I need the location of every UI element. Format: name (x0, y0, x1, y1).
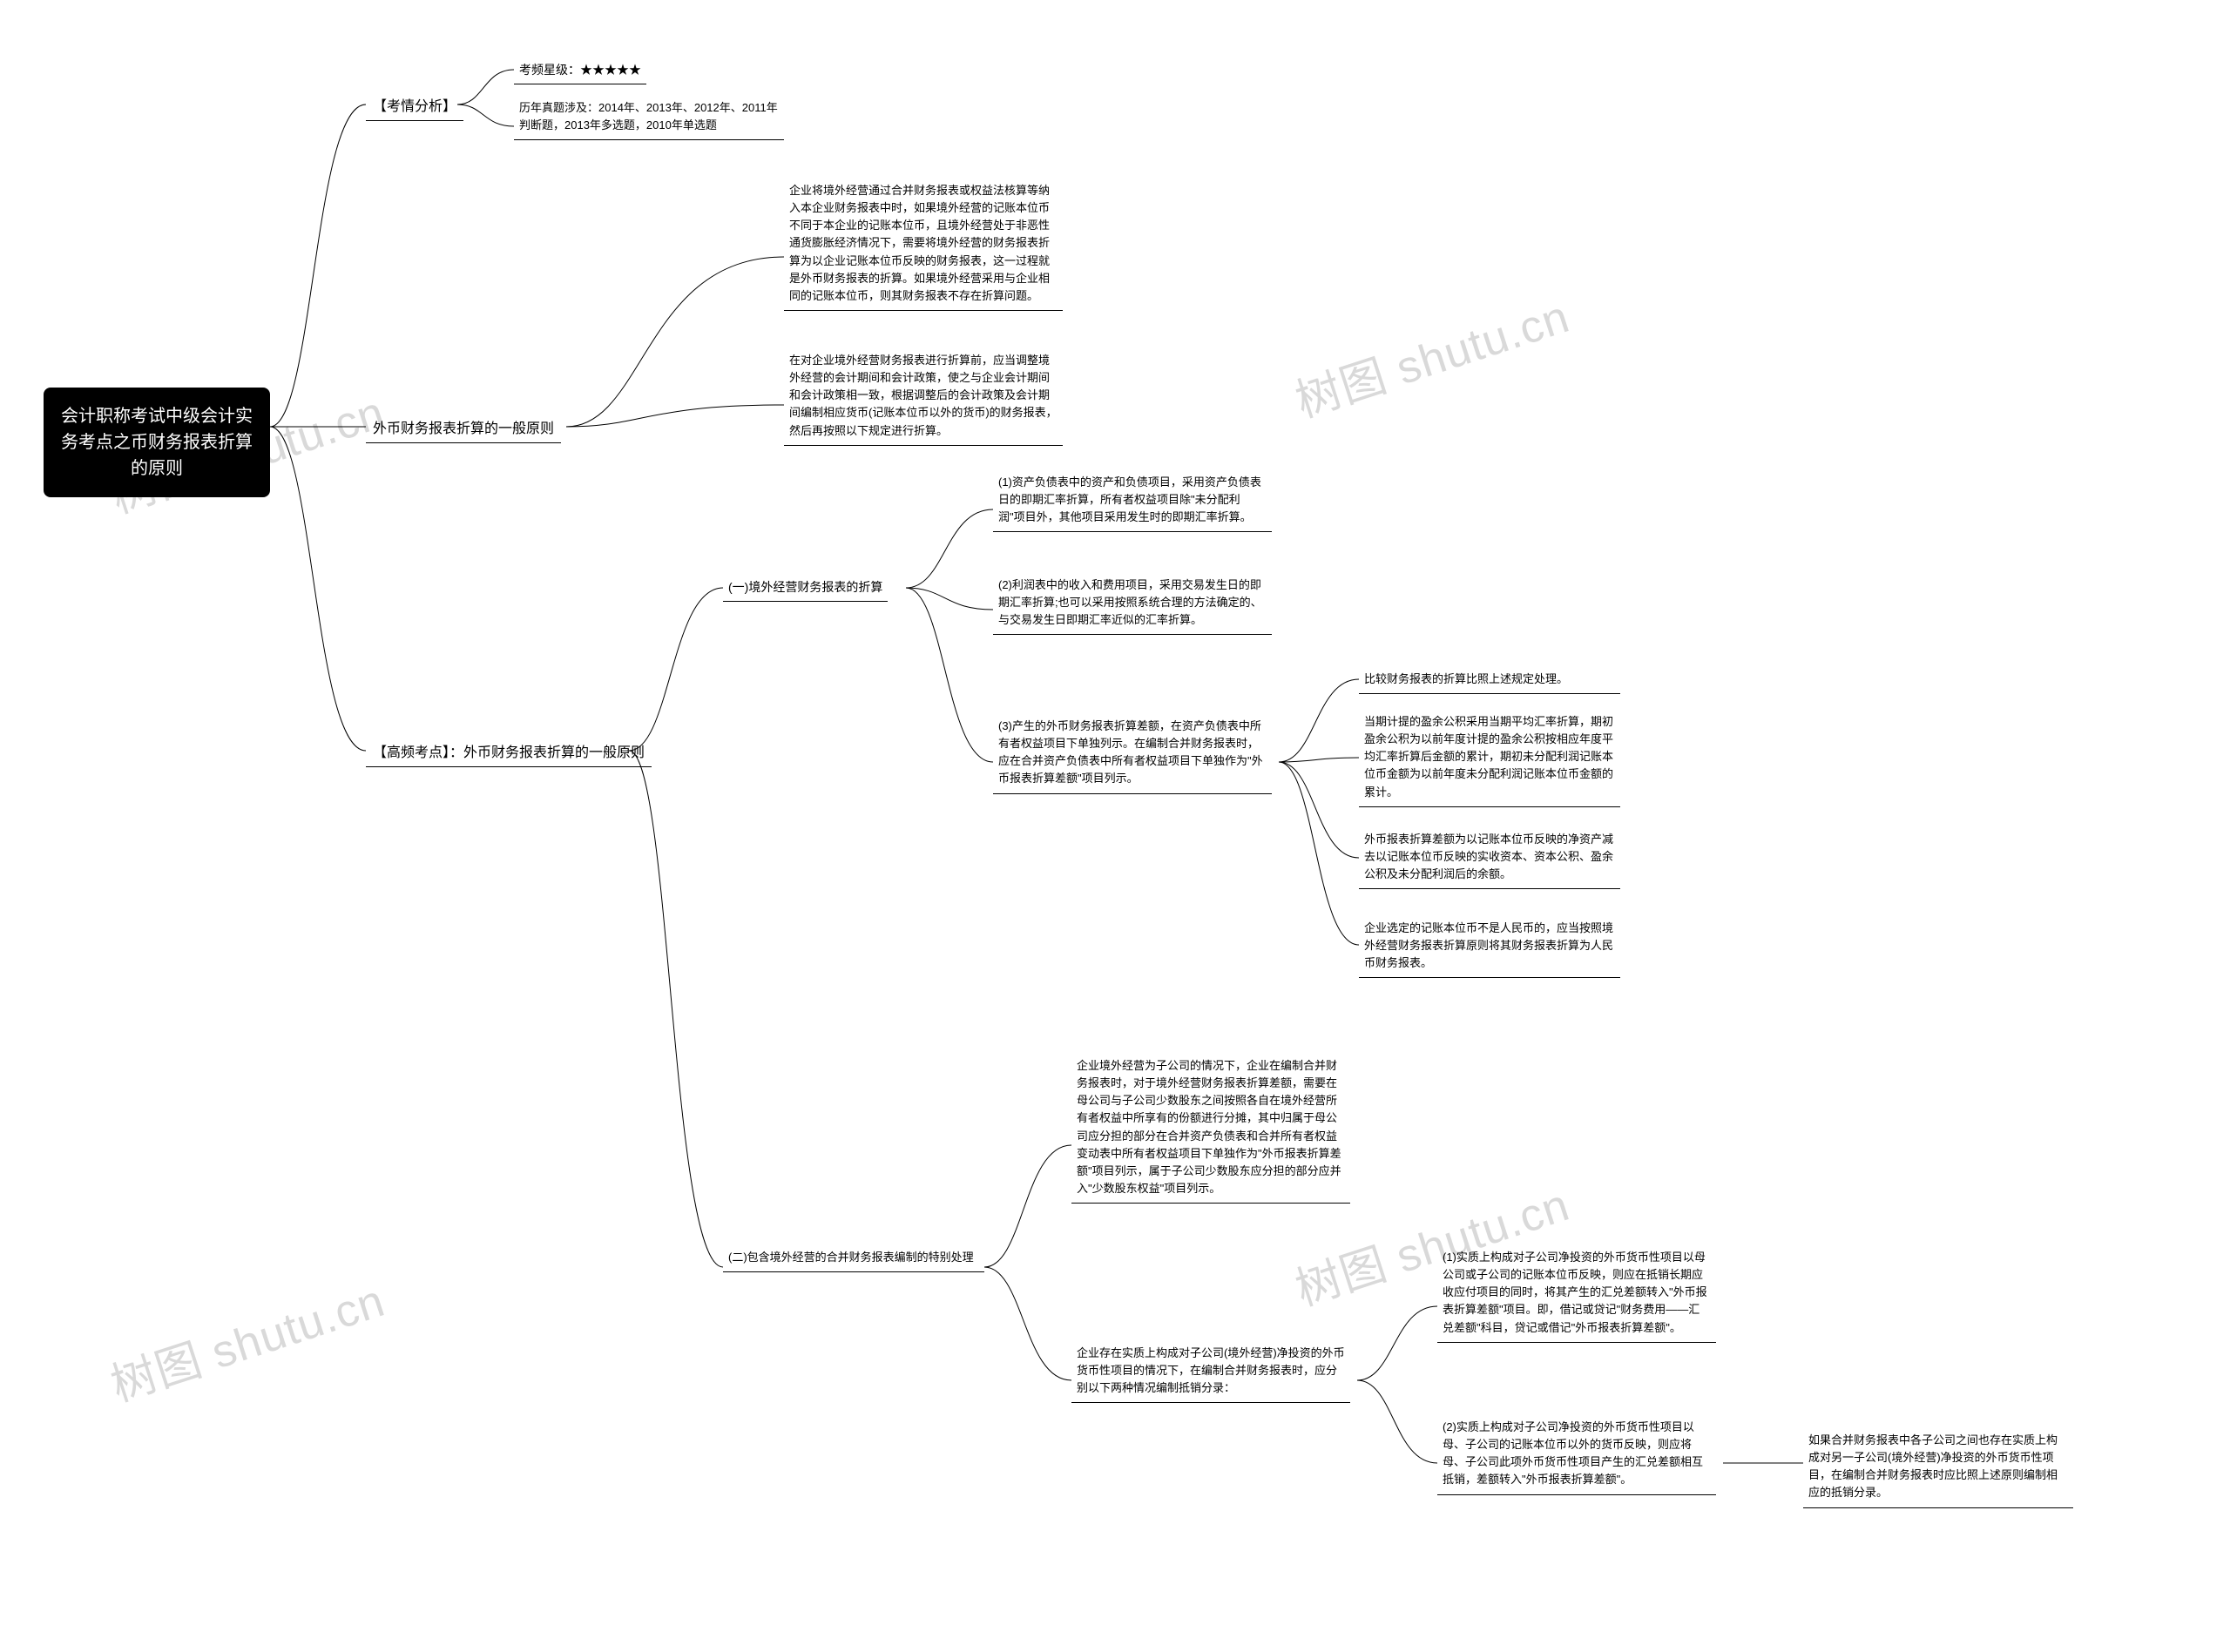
node-freq-stars: 考频星级：★★★★★ (514, 57, 646, 84)
node-s2-p2: 企业存在实质上构成对子公司(境外经营)净投资的外币货币性项目的情况下，在编制合并… (1071, 1341, 1350, 1403)
node-s1-i3: (3)产生的外币财务报表折算差额，在资产负债表中所有者权益项目下单独列示。在编制… (993, 714, 1272, 794)
node-s1-i3-s1: 比较财务报表的折算比照上述规定处理。 (1359, 667, 1620, 694)
root-node: 会计职称考试中级会计实务考点之币财务报表折算的原则 (44, 388, 270, 497)
node-principle-p1: 企业将境外经营通过合并财务报表或权益法核算等纳入本企业财务报表中时，如果境外经营… (784, 179, 1063, 311)
node-s2-p2-s1: (1)实质上构成对子公司净投资的外币货币性项目以母公司或子公司的记账本位币反映，… (1437, 1245, 1716, 1343)
connectors (0, 0, 2230, 1652)
node-s2-p2-s2-tail: 如果合并财务报表中各子公司之间也存在实质上构成对另一子公司(境外经营)净投资的外… (1803, 1428, 2073, 1508)
diagram-canvas: 树图 shutu.cn 树图 shutu.cn 树图 shutu.cn 树图 s… (0, 0, 2230, 1652)
node-section2-title: (二)包含境外经营的合并财务报表编制的特别处理 (723, 1245, 984, 1272)
watermark: 树图 shutu.cn (1286, 280, 1576, 429)
node-s1-i3-s2: 当期计提的盈余公积采用当期平均汇率折算，期初盈余公积为以前年度计提的盈余公积按相… (1359, 710, 1620, 807)
node-s2-p2-s2: (2)实质上构成对子公司净投资的外币货币性项目以母、子公司的记账本位币以外的货币… (1437, 1415, 1716, 1495)
node-s1-i3-s3: 外币报表折算差额为以记账本位币反映的净资产减去以记账本位币反映的实收资本、资本公… (1359, 827, 1620, 889)
node-principle: 外币财务报表折算的一般原则 (366, 413, 561, 443)
node-history: 历年真题涉及：2014年、2013年、2012年、2011年判断题，2013年多… (514, 96, 784, 140)
node-analysis: 【考情分析】 (366, 91, 463, 121)
node-section1-title: (一)境外经营财务报表的折算 (723, 575, 888, 602)
node-highfreq: 【高频考点】：外币财务报表折算的一般原则 (366, 737, 652, 767)
node-s1-i3-s4: 企业选定的记账本位币不是人民币的，应当按照境外经营财务报表折算原则将其财务报表折… (1359, 916, 1620, 978)
node-s1-i1: (1)资产负债表中的资产和负债项目，采用资产负债表日的即期汇率折算，所有者权益项… (993, 470, 1272, 532)
watermark: 树图 shutu.cn (101, 1264, 391, 1413)
node-s1-i2: (2)利润表中的收入和费用项目，采用交易发生日的即期汇率折算;也可以采用按照系统… (993, 573, 1272, 635)
node-s2-p1: 企业境外经营为子公司的情况下，企业在编制合并财务报表时，对于境外经营财务报表折算… (1071, 1054, 1350, 1204)
node-principle-p2: 在对企业境外经营财务报表进行折算前，应当调整境外经营的会计期间和会计政策，使之与… (784, 348, 1063, 446)
